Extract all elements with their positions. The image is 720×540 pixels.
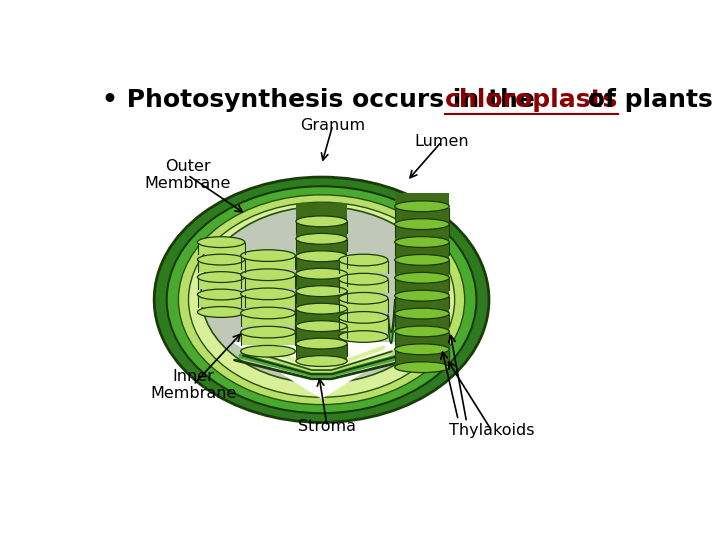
FancyBboxPatch shape	[395, 332, 449, 344]
Text: chloroplasts: chloroplasts	[444, 87, 618, 112]
Ellipse shape	[197, 272, 245, 282]
FancyBboxPatch shape	[296, 256, 347, 268]
Ellipse shape	[395, 362, 449, 373]
Ellipse shape	[339, 273, 388, 285]
FancyBboxPatch shape	[297, 203, 347, 361]
FancyBboxPatch shape	[198, 242, 245, 254]
FancyBboxPatch shape	[395, 296, 449, 308]
FancyBboxPatch shape	[240, 332, 295, 346]
Ellipse shape	[179, 195, 464, 404]
Text: Inner
Membrane: Inner Membrane	[150, 369, 236, 401]
Ellipse shape	[240, 346, 295, 357]
Ellipse shape	[339, 312, 388, 323]
Ellipse shape	[395, 344, 449, 355]
Ellipse shape	[201, 206, 442, 383]
Ellipse shape	[395, 254, 449, 265]
Ellipse shape	[189, 202, 454, 397]
Ellipse shape	[240, 326, 295, 338]
Ellipse shape	[296, 268, 347, 279]
Ellipse shape	[296, 251, 347, 262]
Ellipse shape	[296, 286, 347, 296]
Text: Lumen: Lumen	[414, 134, 469, 149]
Ellipse shape	[296, 321, 347, 332]
Ellipse shape	[395, 272, 449, 283]
Ellipse shape	[296, 216, 347, 227]
Ellipse shape	[395, 308, 449, 319]
FancyBboxPatch shape	[296, 343, 347, 356]
FancyBboxPatch shape	[395, 193, 449, 367]
FancyBboxPatch shape	[240, 294, 295, 307]
FancyBboxPatch shape	[296, 291, 347, 303]
FancyBboxPatch shape	[339, 318, 388, 330]
Ellipse shape	[395, 219, 449, 230]
Ellipse shape	[240, 307, 295, 319]
FancyBboxPatch shape	[395, 242, 449, 254]
Text: Stroma: Stroma	[298, 419, 356, 434]
Ellipse shape	[197, 254, 245, 265]
FancyBboxPatch shape	[296, 274, 347, 286]
Ellipse shape	[296, 338, 347, 349]
FancyBboxPatch shape	[395, 314, 449, 326]
FancyBboxPatch shape	[198, 260, 245, 272]
FancyBboxPatch shape	[198, 277, 245, 289]
FancyBboxPatch shape	[240, 275, 295, 288]
Ellipse shape	[240, 250, 295, 261]
Ellipse shape	[395, 326, 449, 337]
FancyBboxPatch shape	[296, 309, 347, 321]
Ellipse shape	[197, 237, 245, 247]
FancyBboxPatch shape	[395, 224, 449, 237]
FancyBboxPatch shape	[240, 255, 295, 269]
FancyBboxPatch shape	[395, 278, 449, 291]
Text: • Photosynthesis occurs in the: • Photosynthesis occurs in the	[102, 87, 544, 112]
FancyBboxPatch shape	[198, 294, 245, 307]
Ellipse shape	[197, 289, 245, 300]
Ellipse shape	[240, 269, 295, 281]
FancyBboxPatch shape	[339, 279, 388, 293]
Ellipse shape	[339, 330, 388, 342]
Ellipse shape	[240, 288, 295, 300]
FancyBboxPatch shape	[395, 206, 449, 219]
Ellipse shape	[395, 201, 449, 212]
FancyBboxPatch shape	[339, 260, 388, 273]
Ellipse shape	[296, 233, 347, 244]
Polygon shape	[235, 343, 409, 398]
Text: of plants: of plants	[579, 87, 713, 112]
Text: Granum: Granum	[300, 118, 365, 133]
Text: Thylakoids: Thylakoids	[449, 423, 534, 438]
FancyBboxPatch shape	[240, 313, 295, 326]
Ellipse shape	[154, 177, 489, 422]
Text: Outer
Membrane: Outer Membrane	[145, 159, 231, 191]
FancyBboxPatch shape	[296, 221, 347, 233]
Ellipse shape	[339, 293, 388, 304]
Ellipse shape	[296, 356, 347, 367]
FancyBboxPatch shape	[395, 260, 449, 272]
Ellipse shape	[197, 307, 245, 318]
FancyBboxPatch shape	[296, 326, 347, 338]
FancyBboxPatch shape	[339, 298, 388, 312]
FancyBboxPatch shape	[395, 349, 449, 362]
Ellipse shape	[167, 186, 477, 413]
Ellipse shape	[296, 303, 347, 314]
Ellipse shape	[339, 254, 388, 266]
FancyBboxPatch shape	[296, 239, 347, 251]
Ellipse shape	[395, 291, 449, 301]
Ellipse shape	[395, 237, 449, 247]
